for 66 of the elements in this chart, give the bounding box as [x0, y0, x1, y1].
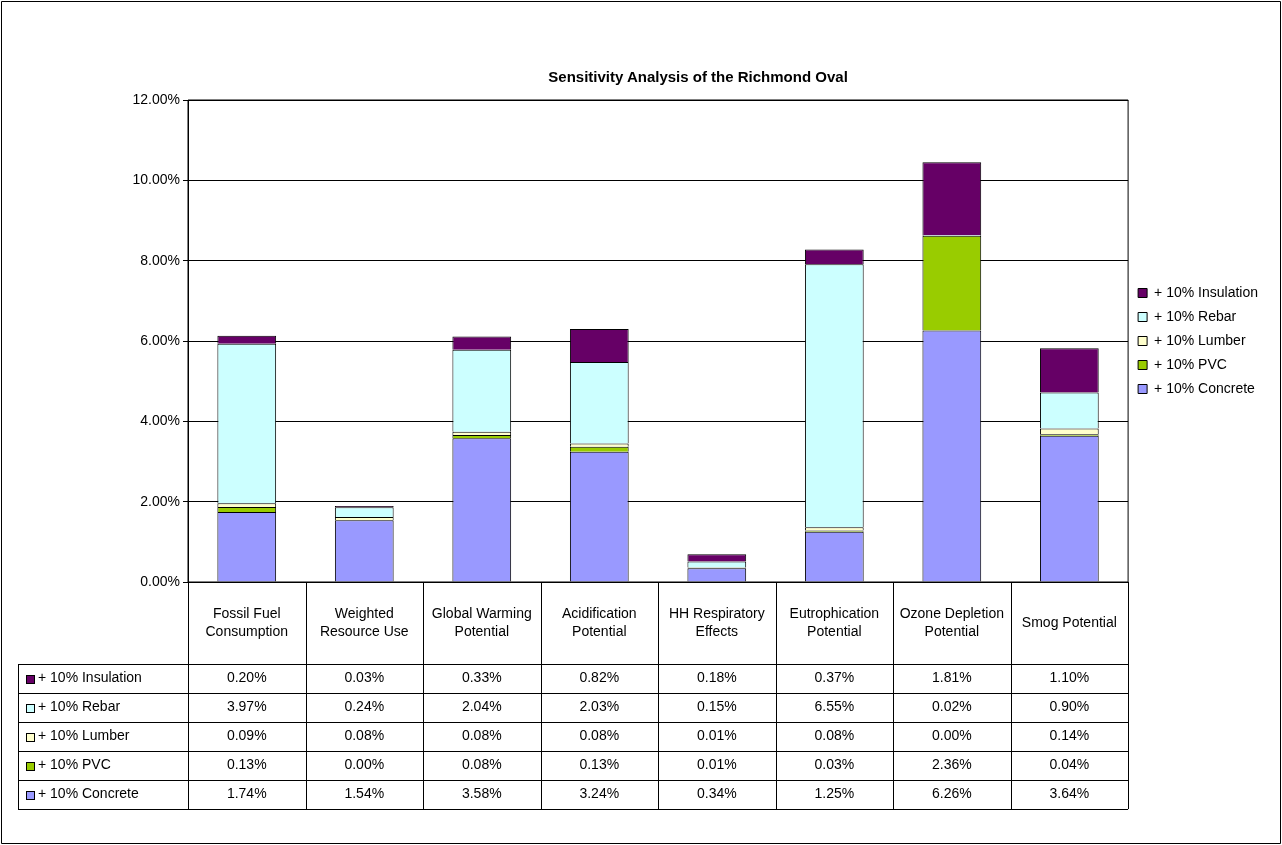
data-label: 3.97% [226, 698, 267, 715]
data-label: 3.58% [461, 785, 502, 802]
data-label: 0.33% [461, 669, 502, 686]
data-label: 0.37% [814, 669, 855, 686]
data-label: 0.82% [579, 669, 620, 686]
x-tick-label: Global Warming Potential [431, 604, 532, 639]
data-label: 1.74% [226, 785, 267, 802]
data-label: 3.24% [579, 785, 620, 802]
chart-title: Sensitivity Analysis of the Richmond Oval [548, 68, 848, 86]
data-label: 0.18% [696, 669, 737, 686]
data-label: 0.00% [344, 756, 385, 773]
text: + 10% PVC [38, 756, 111, 773]
data-label: 0.15% [696, 698, 737, 715]
y-tick-label: 12.00% [132, 90, 180, 107]
data-label: 0.08% [344, 727, 385, 744]
data-label: 0.01% [696, 727, 737, 744]
x-tick-label: Eutrophication Potential [789, 604, 880, 639]
text: + 10% Lumber [38, 727, 130, 744]
x-tick-label: Acidification Potential [561, 604, 637, 639]
y-tick-label: 10.00% [132, 171, 180, 188]
data-label: 0.02% [931, 698, 972, 715]
data-label: 0.34% [696, 785, 737, 802]
data-label: 1.25% [814, 785, 855, 802]
text: + 10% Rebar [38, 698, 121, 715]
data-label: 0.08% [461, 727, 502, 744]
data-label: 0.08% [461, 756, 502, 773]
text: + 10% Insulation [38, 669, 142, 686]
data-label: 0.90% [1049, 698, 1090, 715]
y-tick-label: 6.00% [140, 331, 180, 348]
data-label: 1.54% [344, 785, 385, 802]
data-label: 2.04% [461, 698, 502, 715]
data-label: 0.03% [344, 669, 385, 686]
data-label: 6.26% [931, 785, 972, 802]
data-label: 2.03% [579, 698, 620, 715]
data-label: 0.08% [579, 727, 620, 744]
legend-label: + 10% Rebar [1154, 307, 1237, 324]
y-tick-label: 0.00% [140, 572, 180, 589]
data-label: 2.36% [931, 756, 972, 773]
data-label: 1.10% [1049, 669, 1090, 686]
data-label: 6.55% [814, 698, 855, 715]
data-label: 0.13% [579, 756, 620, 773]
data-label: 1.81% [931, 669, 972, 686]
data-label: 0.13% [226, 756, 267, 773]
legend-label: + 10% PVC [1154, 355, 1227, 372]
x-tick-label: HH Respiratory Effects [668, 604, 765, 639]
x-tick-label: Ozone Depletion Potential [899, 604, 1004, 639]
data-label: 0.14% [1049, 727, 1090, 744]
data-label: 0.20% [226, 669, 267, 686]
x-tick-label: Weighted Resource Use [319, 604, 409, 639]
x-tick-label: Fossil Fuel Consumption [205, 604, 289, 639]
y-tick-label: 4.00% [140, 412, 180, 429]
legend-label: + 10% Lumber [1154, 331, 1246, 348]
text: + 10% Concrete [38, 785, 139, 802]
data-label: 0.03% [814, 756, 855, 773]
data-label: 0.04% [1049, 756, 1090, 773]
data-label: 0.00% [931, 727, 972, 744]
y-tick-label: 2.00% [140, 492, 180, 509]
data-label: 0.01% [696, 756, 737, 773]
legend-label: + 10% Insulation [1154, 283, 1258, 300]
y-tick-label: 8.00% [140, 251, 180, 268]
legend-label: + 10% Concrete [1154, 379, 1256, 396]
data-label: 0.24% [344, 698, 385, 715]
data-label: 3.64% [1049, 785, 1090, 802]
data-label: 0.08% [814, 727, 855, 744]
x-tick-label: Smog Potential [1021, 613, 1117, 630]
data-label: 0.09% [226, 727, 267, 744]
